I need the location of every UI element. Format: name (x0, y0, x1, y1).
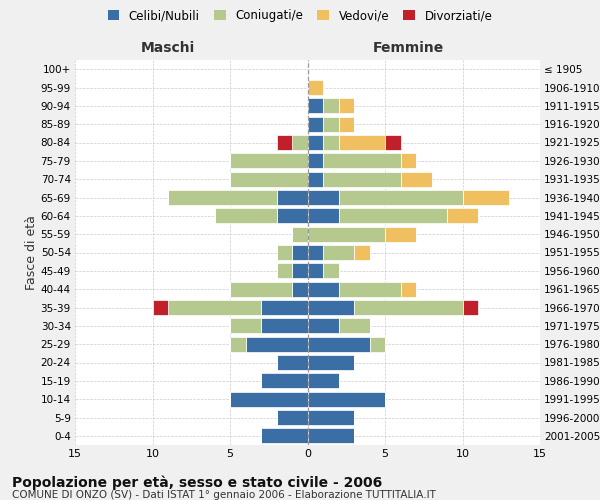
Bar (308, 80, 323, 95)
Bar (308, 392, 385, 406)
Bar (323, 154, 401, 168)
Bar (277, 135, 292, 150)
Bar (401, 172, 431, 186)
Bar (308, 264, 323, 278)
Bar (308, 98, 323, 114)
Text: Maschi: Maschi (141, 41, 195, 55)
Bar (308, 190, 338, 205)
Bar (308, 208, 338, 224)
Bar (261, 318, 308, 334)
Bar (323, 135, 338, 150)
Bar (308, 300, 354, 315)
Text: Popolazione per età, sesso e stato civile - 2006: Popolazione per età, sesso e stato civil… (12, 475, 382, 490)
Text: Femmine: Femmine (373, 41, 443, 55)
Bar (308, 245, 323, 260)
Bar (323, 264, 338, 278)
Bar (292, 226, 308, 242)
Bar (261, 428, 308, 444)
Bar (308, 355, 354, 370)
Bar (308, 428, 354, 444)
Bar (308, 318, 338, 334)
Bar (215, 208, 277, 224)
Bar (261, 374, 308, 388)
Bar (168, 190, 277, 205)
Bar (385, 226, 416, 242)
Bar (308, 282, 338, 296)
Bar (323, 116, 338, 132)
Bar (338, 116, 354, 132)
Bar (277, 208, 308, 224)
Bar (308, 226, 385, 242)
Bar (338, 208, 447, 224)
Bar (277, 264, 292, 278)
Bar (277, 190, 308, 205)
Bar (338, 135, 385, 150)
Bar (292, 264, 308, 278)
Bar (230, 172, 308, 186)
Bar (230, 392, 308, 406)
Bar (338, 282, 401, 296)
Bar (292, 282, 308, 296)
Bar (354, 245, 370, 260)
Bar (261, 300, 308, 315)
Bar (277, 355, 308, 370)
Bar (354, 300, 463, 315)
Bar (245, 336, 308, 351)
Bar (401, 282, 416, 296)
Bar (292, 245, 308, 260)
Bar (308, 135, 323, 150)
Bar (323, 98, 338, 114)
Bar (308, 336, 370, 351)
Bar (277, 410, 308, 425)
Legend: Celibi/Nubili, Coniugati/e, Vedovi/e, Divorziati/e: Celibi/Nubili, Coniugati/e, Vedovi/e, Di… (104, 6, 496, 26)
Bar (292, 135, 308, 150)
Y-axis label: Fasce di età: Fasce di età (25, 215, 38, 290)
Bar (230, 336, 245, 351)
Bar (401, 154, 416, 168)
Bar (463, 300, 478, 315)
Bar (338, 98, 354, 114)
Bar (308, 374, 338, 388)
Bar (338, 190, 463, 205)
Bar (338, 318, 370, 334)
Bar (230, 154, 308, 168)
Bar (308, 116, 323, 132)
Bar (370, 336, 385, 351)
Bar (277, 245, 292, 260)
Bar (385, 135, 401, 150)
Bar (152, 300, 168, 315)
Bar (308, 172, 323, 186)
Bar (308, 154, 323, 168)
Bar (463, 190, 509, 205)
Text: COMUNE DI ONZO (SV) - Dati ISTAT 1° gennaio 2006 - Elaborazione TUTTITALIA.IT: COMUNE DI ONZO (SV) - Dati ISTAT 1° genn… (12, 490, 436, 500)
Bar (230, 318, 261, 334)
Bar (168, 300, 261, 315)
Bar (323, 245, 354, 260)
Bar (323, 172, 401, 186)
Bar (308, 410, 354, 425)
Bar (447, 208, 478, 224)
Bar (230, 282, 292, 296)
